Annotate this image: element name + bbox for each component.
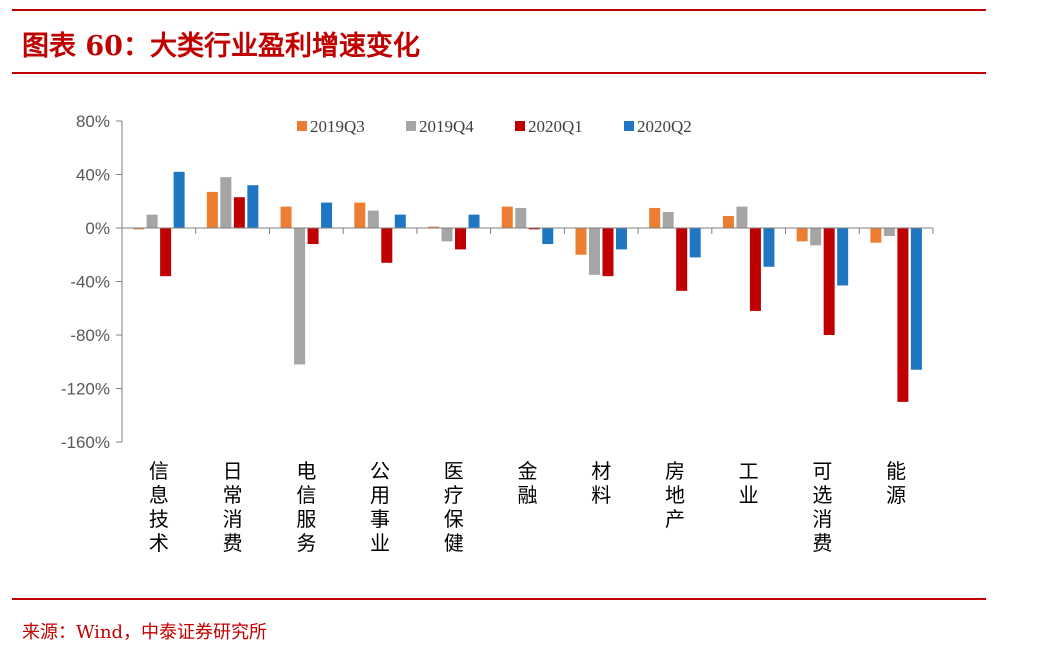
top-rule — [12, 9, 986, 11]
y-tick-label: -80% — [70, 326, 110, 345]
x-category-label: 日常消费 — [223, 459, 243, 555]
figure-title: 图表 60：大类行业盈利增速变化 — [22, 31, 420, 62]
bar-2019q4-8 — [662, 211, 674, 228]
bar-2019q3-3 — [280, 206, 292, 228]
bar-2019q4-7 — [588, 228, 600, 275]
legend: 2019Q3 2019Q4 2020Q1 2020Q2 — [297, 117, 692, 136]
legend-label-2020q1: 2020Q1 — [528, 117, 583, 136]
bar-2020q1-1 — [160, 228, 172, 277]
bar-2020q2-4 — [394, 214, 406, 229]
y-tick-label: 40% — [76, 166, 110, 185]
bar-2020q2-2 — [247, 185, 259, 228]
bar-2019q4-3 — [294, 228, 306, 365]
bar-2020q2-7 — [615, 228, 627, 250]
x-category-label: 公用事业 — [370, 459, 390, 555]
bar-2020q2-10 — [837, 228, 849, 286]
bar-2019q3-4 — [354, 202, 366, 228]
bar-2020q1-8 — [676, 228, 688, 291]
legend-label-2020q2: 2020Q2 — [637, 117, 692, 136]
bar-2019q4-2 — [220, 177, 232, 228]
bar-2020q2-6 — [542, 228, 554, 245]
legend-label-2019q4: 2019Q4 — [419, 117, 474, 136]
y-tick-label: -160% — [61, 433, 110, 452]
x-category-label: 材料 — [591, 459, 611, 507]
legend-swatch-2019q4 — [406, 121, 416, 131]
bar-2020q2-1 — [173, 171, 185, 228]
x-category-label: 信息技术 — [149, 459, 169, 555]
bar-2019q3-11 — [870, 228, 882, 243]
bar-2020q1-4 — [381, 228, 393, 263]
bar-2020q1-3 — [307, 228, 319, 245]
x-category-label: 可选消费 — [812, 459, 832, 555]
bar-2020q1-6 — [528, 228, 540, 230]
bar-2019q3-9 — [722, 215, 734, 228]
bar-chart: 80% 40% 0% -40% -80% -120% -160% 信息技术 日常消费 电信服务 公… — [61, 112, 934, 555]
y-axis: 80% 40% 0% -40% -80% -120% -160% — [61, 112, 123, 452]
bar-2019q4-5 — [441, 228, 453, 242]
bar-2019q4-4 — [367, 210, 379, 228]
x-category-label: 能源 — [886, 459, 906, 507]
bar-2019q3-7 — [575, 228, 587, 255]
bars — [133, 171, 922, 402]
bar-2019q3-6 — [501, 206, 513, 228]
bar-2020q2-9 — [763, 228, 775, 267]
bar-2020q2-5 — [468, 214, 480, 229]
bar-2020q2-3 — [321, 202, 333, 228]
legend-swatch-2020q1 — [515, 121, 525, 131]
legend-swatch-2019q3 — [297, 121, 307, 131]
bar-2019q4-11 — [883, 228, 895, 237]
x-category-label: 工业 — [739, 459, 759, 507]
bar-2019q4-1 — [146, 214, 158, 229]
bar-2019q3-10 — [796, 228, 808, 242]
x-category-label: 房地产 — [665, 459, 685, 531]
bar-2020q1-7 — [602, 228, 614, 277]
bar-2019q3-5 — [428, 226, 440, 228]
bar-2019q3-1 — [133, 228, 145, 230]
bar-2019q4-9 — [736, 206, 748, 228]
y-tick-label: -40% — [70, 273, 110, 292]
bottom-rule — [12, 598, 986, 600]
bar-2019q3-8 — [649, 207, 661, 228]
y-tick-label: 0% — [85, 219, 110, 238]
x-category-label: 金融 — [518, 459, 538, 507]
bar-2020q2-8 — [689, 228, 701, 258]
y-tick-label: -120% — [61, 380, 110, 399]
bar-2019q3-2 — [206, 191, 218, 228]
bar-2020q1-2 — [233, 197, 245, 228]
legend-swatch-2020q2 — [624, 121, 634, 131]
y-tick-label: 80% — [76, 112, 110, 131]
title-rule — [12, 72, 986, 74]
legend-label-2019q3: 2019Q3 — [310, 117, 365, 136]
bar-2020q1-10 — [823, 228, 835, 335]
x-category-label: 电信服务 — [296, 459, 316, 555]
bar-2020q1-5 — [455, 228, 467, 250]
source-note: 来源：Wind，中泰证券研究所 — [22, 622, 268, 643]
bar-2020q1-11 — [897, 228, 909, 402]
bar-2019q4-6 — [515, 207, 527, 228]
x-axis: 信息技术 日常消费 电信服务 公用事业 医疗保健 金融 材料 房地产 工业 可选消费 能源 — [121, 227, 934, 555]
x-category-label: 医疗保健 — [444, 459, 464, 555]
bar-2020q2-11 — [910, 228, 922, 370]
bar-2019q4-10 — [810, 228, 822, 246]
bar-2020q1-9 — [749, 228, 761, 311]
